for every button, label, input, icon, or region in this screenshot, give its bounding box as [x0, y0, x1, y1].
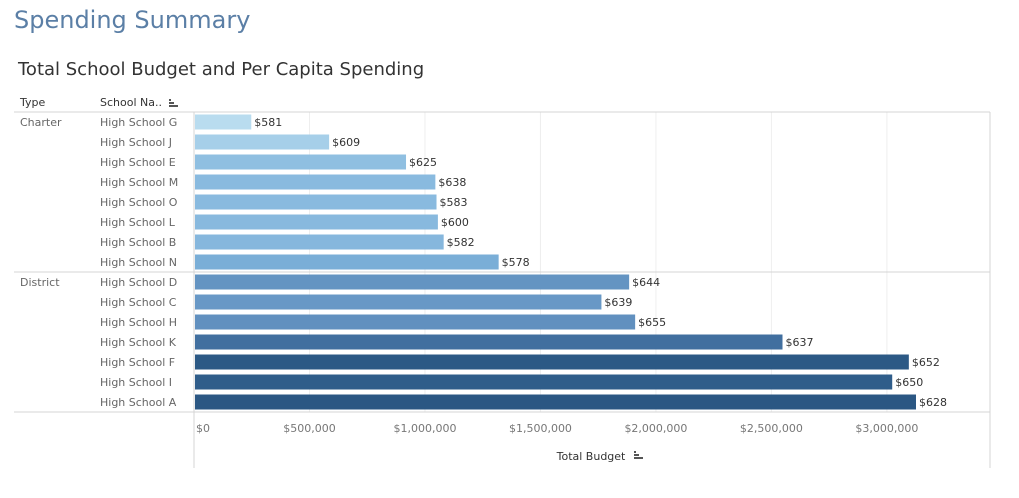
bars: $581 $609 $625$638 $583 $600 $582 $578 $644$639…: [195, 114, 947, 410]
bar-value-label: $644: [632, 276, 660, 289]
school-label: High School J: [100, 136, 172, 149]
x-tick-label: $3,000,000: [855, 422, 918, 435]
school-label: High School N: [100, 256, 177, 269]
bar-value-label: $655: [638, 316, 666, 329]
type-label: Charter: [20, 116, 62, 129]
bar[interactable]: [195, 194, 437, 210]
bar[interactable]: [195, 394, 916, 410]
bar-value-label: $583: [440, 196, 468, 209]
row-labels: Charter High School G High School J High Sc…: [20, 116, 178, 409]
x-axis: Total Budget $0 $500,000 $1,000,000 $1,500,…: [196, 422, 918, 463]
type-column-header[interactable]: Type: [20, 96, 45, 109]
bar[interactable]: [195, 174, 436, 190]
x-tick-label: $2,000,000: [624, 422, 687, 435]
bar-value-label: $582: [447, 236, 475, 249]
bar[interactable]: [195, 214, 438, 230]
school-column-header-label: School Na..: [100, 96, 162, 109]
bar[interactable]: [195, 254, 499, 270]
chart-frame: [14, 111, 991, 468]
bar[interactable]: [195, 154, 407, 170]
page-title: Spending Summary: [14, 6, 251, 34]
bar[interactable]: [195, 374, 893, 390]
x-tick-label: $2,500,000: [740, 422, 803, 435]
school-label: High School E: [100, 156, 176, 169]
bar-value-label: $637: [786, 336, 814, 349]
school-label: High School G: [100, 116, 177, 129]
bar[interactable]: [195, 294, 602, 310]
x-tick-label: $500,000: [283, 422, 336, 435]
bar-value-label: $578: [502, 256, 530, 269]
bar-value-label: $625: [409, 156, 437, 169]
axis-sort-icon[interactable]: [634, 451, 643, 459]
bar[interactable]: [195, 274, 630, 290]
bar-value-label: $652: [912, 356, 940, 369]
x-tick-label: $0: [196, 422, 210, 435]
bar-value-label: $600: [441, 216, 469, 229]
school-label: High School D: [100, 276, 177, 289]
bar[interactable]: [195, 334, 783, 350]
x-axis-title: Total Budget: [556, 450, 626, 463]
type-label: District: [20, 276, 60, 289]
school-label: High School B: [100, 236, 176, 249]
bar-value-label: $628: [919, 396, 947, 409]
school-label: High School I: [100, 376, 172, 389]
school-label: High School O: [100, 196, 178, 209]
bar-value-label: $609: [332, 136, 360, 149]
bar[interactable]: [195, 354, 909, 370]
school-label: High School A: [100, 396, 177, 409]
school-column-header[interactable]: School Na..: [100, 96, 179, 109]
school-label: High School F: [100, 356, 175, 369]
type-column-header-label: Type: [20, 96, 46, 109]
school-label: High School M: [100, 176, 178, 189]
bar-value-label: $639: [604, 296, 632, 309]
bar[interactable]: [195, 314, 636, 330]
sort-descending-icon[interactable]: [169, 98, 179, 108]
school-label: High School H: [100, 316, 177, 329]
bar-value-label: $581: [254, 116, 282, 129]
bar[interactable]: [195, 114, 252, 130]
x-tick-label: $1,000,000: [393, 422, 456, 435]
bar-value-label: $638: [438, 176, 466, 189]
school-label: High School L: [100, 216, 176, 229]
bar-value-label: $650: [895, 376, 923, 389]
chart-title: Total School Budget and Per Capita Spend…: [18, 59, 425, 80]
school-label: High School K: [100, 336, 177, 349]
bar[interactable]: [195, 234, 444, 250]
school-label: High School C: [100, 296, 177, 309]
x-tick-label: $1,500,000: [509, 422, 572, 435]
bar[interactable]: [195, 134, 330, 150]
